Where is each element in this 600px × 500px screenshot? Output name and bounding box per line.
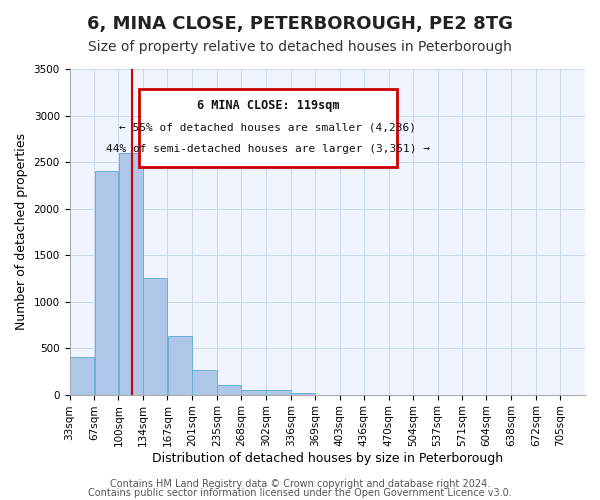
- Bar: [95, 172, 118, 394]
- Text: ← 55% of detached houses are smaller (4,236): ← 55% of detached houses are smaller (4,…: [119, 122, 416, 132]
- Text: Contains HM Land Registry data © Crown copyright and database right 2024.: Contains HM Land Registry data © Crown c…: [110, 479, 490, 489]
- Text: Size of property relative to detached houses in Peterborough: Size of property relative to detached ho…: [88, 40, 512, 54]
- Bar: [70, 358, 94, 395]
- Bar: [241, 390, 266, 394]
- Bar: [143, 278, 167, 394]
- Bar: [266, 390, 290, 394]
- Text: 44% of semi-detached houses are larger (3,351) →: 44% of semi-detached houses are larger (…: [106, 144, 430, 154]
- Y-axis label: Number of detached properties: Number of detached properties: [15, 134, 28, 330]
- Bar: [217, 386, 241, 394]
- FancyBboxPatch shape: [139, 88, 397, 166]
- Bar: [119, 152, 143, 394]
- Bar: [193, 370, 217, 394]
- Text: 6 MINA CLOSE: 119sqm: 6 MINA CLOSE: 119sqm: [197, 99, 339, 112]
- X-axis label: Distribution of detached houses by size in Peterborough: Distribution of detached houses by size …: [152, 452, 503, 465]
- Bar: [167, 336, 192, 394]
- Bar: [291, 392, 314, 394]
- Text: 6, MINA CLOSE, PETERBOROUGH, PE2 8TG: 6, MINA CLOSE, PETERBOROUGH, PE2 8TG: [87, 15, 513, 33]
- Text: Contains public sector information licensed under the Open Government Licence v3: Contains public sector information licen…: [88, 488, 512, 498]
